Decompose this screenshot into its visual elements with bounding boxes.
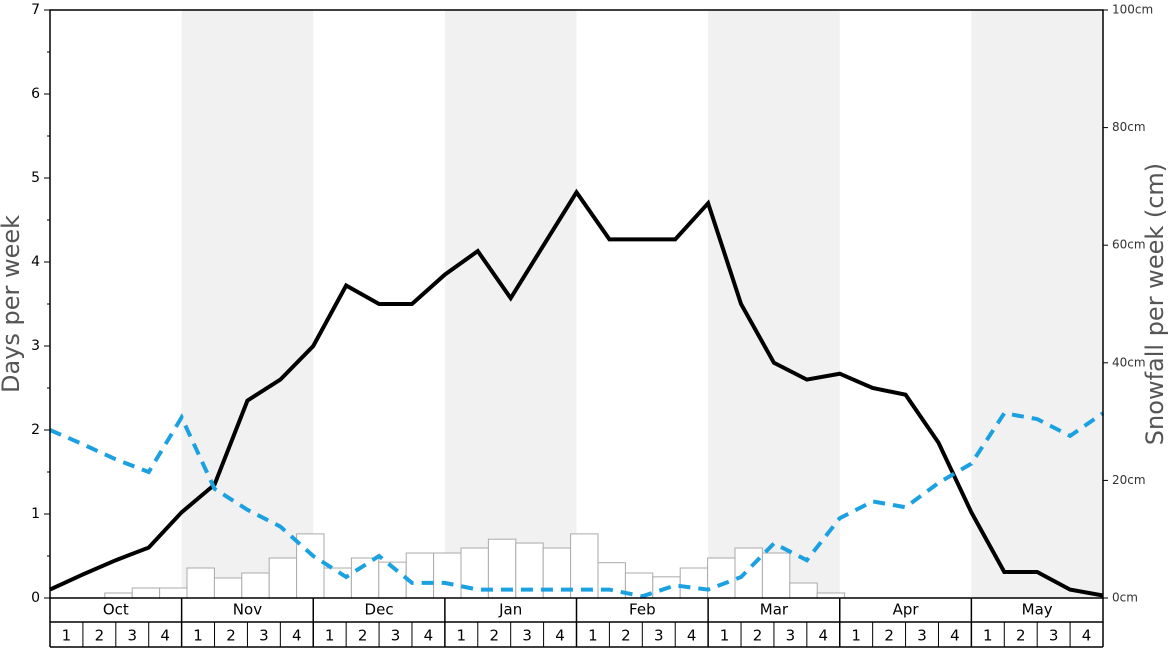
- y2-tick-label: 80cm: [1112, 120, 1146, 134]
- month-label: Feb: [629, 601, 656, 619]
- data-line: [49, 410, 1105, 599]
- y-axis-title: Days per week: [0, 215, 25, 393]
- week-label: 3: [786, 627, 796, 645]
- snow-bar: [131, 587, 161, 599]
- week-label: 2: [358, 627, 368, 645]
- week-label: 3: [654, 627, 664, 645]
- week-label: 4: [819, 627, 829, 645]
- week-label: 4: [950, 627, 960, 645]
- week-label: 1: [983, 627, 993, 645]
- month-band: [971, 10, 1103, 598]
- snow-bar: [707, 557, 736, 599]
- snow-bar: [186, 567, 215, 599]
- data-line: [49, 188, 1104, 598]
- y2-axis-title: Snowfall per week (cm): [1141, 163, 1168, 445]
- y-tick-label: 1: [31, 506, 40, 522]
- month-label: Nov: [233, 601, 262, 619]
- snow-bar: [296, 533, 325, 599]
- week-label: 1: [325, 627, 335, 645]
- week-label: 2: [226, 627, 236, 645]
- week-label: 2: [884, 627, 894, 645]
- week-label: 4: [1082, 627, 1092, 645]
- month-band: [708, 10, 840, 598]
- y2-tick-label: 0cm: [1112, 591, 1138, 605]
- month-label: Apr: [893, 601, 920, 619]
- week-label: 3: [1049, 627, 1059, 645]
- snow-bar: [241, 572, 270, 599]
- y-tick-label: 3: [31, 338, 40, 354]
- week-label: 3: [917, 627, 927, 645]
- month-label: May: [1022, 601, 1053, 619]
- month-label: Mar: [760, 601, 789, 619]
- y2-tick-label: 20cm: [1112, 473, 1146, 487]
- snow-bar: [679, 567, 709, 599]
- snow-bar: [761, 552, 791, 599]
- month-label: Oct: [103, 601, 129, 619]
- snow-bar: [734, 547, 763, 599]
- y2-tick-label: 60cm: [1112, 238, 1146, 252]
- week-label: 1: [193, 627, 203, 645]
- week-label: 2: [753, 627, 763, 645]
- week-label: 3: [127, 627, 137, 645]
- week-label: 1: [457, 627, 467, 645]
- week-label: 2: [489, 627, 499, 645]
- snow-bar: [323, 567, 352, 599]
- y2-tick-label: 100cm: [1112, 3, 1153, 17]
- week-label: 4: [160, 627, 170, 645]
- week-label: 2: [95, 627, 105, 645]
- week-label: 4: [424, 627, 434, 645]
- snow-bar: [789, 582, 818, 599]
- week-label: 4: [292, 627, 302, 645]
- y2-tick-label: 40cm: [1112, 355, 1146, 369]
- week-label: 3: [259, 627, 269, 645]
- week-label: 4: [687, 627, 697, 645]
- y-tick-label: 5: [31, 170, 40, 186]
- month-band: [444, 10, 577, 598]
- y-tick-label: 0: [31, 590, 40, 606]
- week-label: 2: [621, 627, 631, 645]
- month-band: [181, 10, 314, 598]
- week-label: 4: [555, 627, 565, 645]
- y-tick-label: 4: [31, 254, 40, 270]
- week-label: 3: [522, 627, 532, 645]
- y-tick-label: 2: [31, 422, 40, 438]
- month-label: Dec: [365, 601, 394, 619]
- week-label: 1: [62, 627, 72, 645]
- snow-bar: [213, 577, 243, 599]
- snow-bar: [159, 587, 188, 599]
- snow-bar: [268, 557, 298, 599]
- month-label: Jan: [498, 601, 522, 619]
- week-label: 1: [851, 627, 861, 645]
- y-tick-label: 6: [31, 86, 40, 102]
- week-label: 2: [1016, 627, 1026, 645]
- week-label: 1: [720, 627, 730, 645]
- week-label: 3: [391, 627, 401, 645]
- snow-bar: [433, 552, 462, 599]
- week-label: 1: [588, 627, 598, 645]
- snow-bar: [405, 552, 435, 599]
- y-tick-label: 7: [31, 2, 40, 18]
